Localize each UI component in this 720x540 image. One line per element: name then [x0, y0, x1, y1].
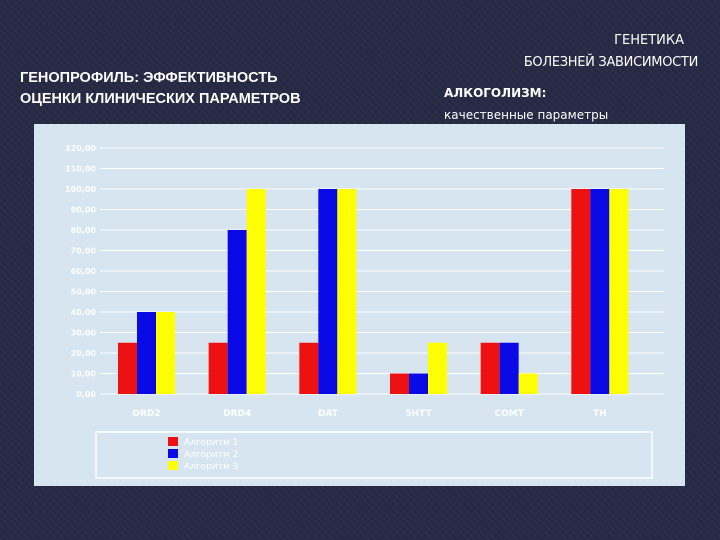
- y-tick-label: 10,00: [71, 370, 97, 379]
- bar: [480, 342, 500, 394]
- chart-panel: 0,00 10,00 20,00 30,00 40,00 50,00 60,00 70,00 8…: [34, 124, 685, 486]
- bar: [246, 189, 266, 394]
- x-tick-label: DRD4: [223, 409, 251, 419]
- bar: [499, 342, 519, 394]
- y-tick-labels: 0,00 10,00 20,00 30,00 40,00 50,00 60,00 70,00 8…: [65, 144, 96, 399]
- bar: [571, 189, 591, 394]
- slide-subtitle-line1: АЛКОГОЛИЗМ:: [444, 86, 547, 100]
- legend-swatch: [168, 437, 178, 446]
- y-tick-label: 120,00: [65, 144, 96, 153]
- slide-subtitle-line2: качественные параметры: [444, 108, 609, 122]
- bar: [299, 342, 319, 394]
- x-tick-label: DRD2: [132, 409, 160, 419]
- bar: [208, 342, 228, 394]
- y-tick-label: 100,00: [65, 185, 96, 194]
- legend-swatch: [168, 449, 178, 458]
- bar: [609, 189, 629, 394]
- bar: [137, 312, 156, 394]
- grid-layer: [100, 147, 664, 395]
- legend-label: Алгоритм 1: [184, 438, 238, 448]
- y-tick-label: 0,00: [76, 390, 96, 399]
- slide-subtitle: АЛКОГОЛИЗМ: качественные параметры: [444, 82, 714, 126]
- y-tick-label: 90,00: [71, 206, 97, 215]
- y-tick-label: 60,00: [71, 267, 97, 276]
- y-tick-label: 80,00: [71, 226, 97, 235]
- slide-title-right: ГЕНЕТИКА БОЛЕЗНЕЙ ЗАВИСИМОСТИ: [470, 30, 698, 74]
- y-tick-label: 70,00: [71, 247, 97, 256]
- bar: [227, 230, 247, 394]
- y-tick-label: 40,00: [71, 308, 97, 317]
- x-tick-label: COMT: [494, 409, 524, 419]
- legend-swatch: [168, 461, 178, 470]
- x-tick-label: 5HTT: [405, 409, 432, 419]
- bar: [156, 312, 175, 394]
- slide-title-right-line2: БОЛЕЗНЕЙ ЗАВИСИМОСТИ: [523, 55, 698, 70]
- x-tick-label: DAT: [318, 409, 339, 419]
- bar: [337, 189, 357, 394]
- bar: [590, 189, 610, 394]
- bar: [409, 373, 428, 394]
- slide-title-left-line2: ОЦЕНКИ КЛИНИЧЕСКИХ ПАРАМЕТРОВ: [20, 91, 301, 107]
- bar: [318, 189, 338, 394]
- y-tick-label: 20,00: [71, 349, 97, 358]
- y-tick-label: 50,00: [71, 288, 97, 297]
- x-tick-label: TH: [593, 409, 607, 419]
- y-tick-label: 30,00: [71, 329, 97, 338]
- y-tick-label: 110,00: [65, 165, 96, 174]
- legend-frame: [95, 431, 653, 479]
- bar: [390, 373, 409, 394]
- bar: [428, 342, 447, 394]
- slide-title-left-line1: ГЕНОПРОФИЛЬ: ЭФФЕКТИВНОСТЬ: [20, 70, 278, 86]
- x-tick-labels: DRD2 DRD4 DAT 5HTT COMT TH: [132, 409, 606, 419]
- slide-title-left: ГЕНОПРОФИЛЬ: ЭФФЕКТИВНОСТЬ ОЦЕНКИ КЛИНИЧ…: [20, 68, 400, 110]
- bar: [118, 342, 137, 394]
- legend: Алгоритм 1 Алгоритм 2 Алгоритм 3: [95, 431, 653, 479]
- slide-title-right-line1: ГЕНЕТИКА: [614, 33, 684, 48]
- bar: [518, 373, 538, 394]
- legend-label: Алгоритм 3: [184, 462, 238, 472]
- bar-chart: 0,00 10,00 20,00 30,00 40,00 50,00 60,00 70,00 8…: [65, 144, 664, 479]
- legend-label: Алгоритм 2: [184, 450, 238, 460]
- bars: [118, 189, 629, 394]
